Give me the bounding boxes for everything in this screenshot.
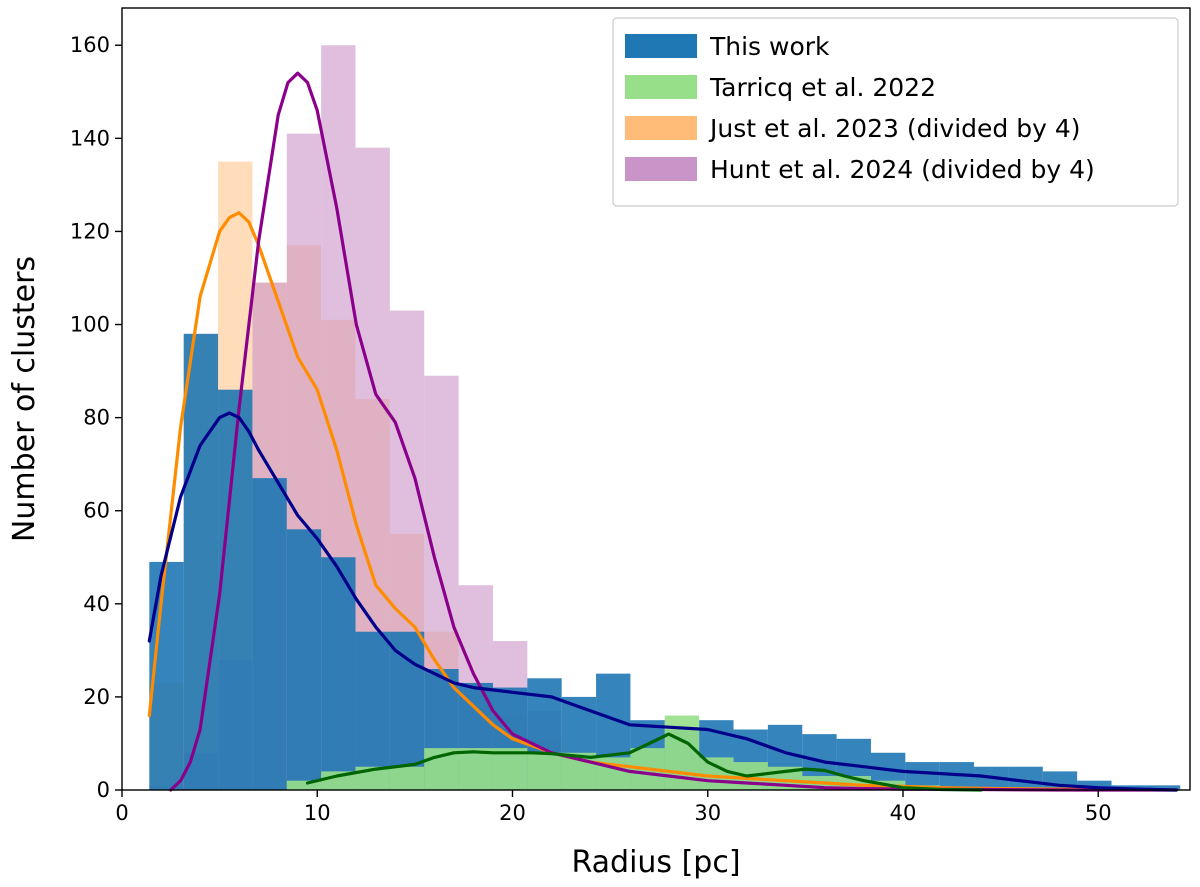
x-tick-label: 30	[694, 801, 721, 825]
kde-curve-3	[305, 732, 983, 792]
kde-curve-2	[147, 411, 1178, 792]
y-tick-label: 80	[83, 406, 110, 430]
histogram-bar	[1145, 785, 1181, 790]
histogram-bar	[1077, 780, 1112, 790]
y-tick-label: 20	[83, 685, 110, 709]
histogram-bar	[527, 752, 562, 790]
histogram-bar	[286, 780, 322, 790]
histogram-bar	[321, 771, 356, 790]
legend-label: Tarricq et al. 2022	[709, 73, 936, 102]
legend-label: Just et al. 2023 (divided by 4)	[708, 114, 1081, 143]
legend-entry: Hunt et al. 2024 (divided by 4)	[625, 155, 1095, 184]
y-tick-label: 140	[70, 126, 110, 150]
histogram-bar	[1008, 766, 1043, 790]
legend-swatch	[625, 116, 697, 140]
histogram-bar	[389, 766, 425, 790]
y-axis-title: Number of clusters	[7, 256, 42, 542]
y-tick-label: 120	[70, 219, 110, 243]
kde-curve-1	[169, 71, 1178, 792]
legend-box	[612, 17, 1179, 207]
y-tick-label: 0	[97, 778, 110, 802]
kde-curves	[147, 71, 1178, 792]
legend-entry: Just et al. 2023 (divided by 4)	[625, 114, 1081, 143]
histogram-bar	[492, 748, 528, 790]
legend: This work Tarricq et al. 2022 Just et al. …	[612, 17, 1179, 207]
y-tick-label: 160	[70, 33, 110, 57]
legend-label: This work	[709, 32, 830, 61]
legend-swatch	[625, 75, 697, 99]
y-axis-ticks: 0 20 40 60 80 100 120 140 160	[70, 33, 122, 802]
x-tick-label: 0	[115, 801, 128, 825]
x-tick-label: 50	[1085, 801, 1112, 825]
histogram-bar	[321, 557, 356, 790]
legend-entry: Tarricq et al. 2022	[625, 73, 936, 102]
x-tick-label: 10	[304, 801, 331, 825]
kde-curve-0	[147, 211, 1178, 792]
histogram-bar	[252, 478, 287, 790]
y-tick-label: 100	[70, 313, 110, 337]
x-axis-ticks: 0 10 20 30 40 50	[115, 790, 1112, 825]
x-tick-label: 20	[499, 801, 526, 825]
x-tick-label: 40	[890, 801, 917, 825]
histogram-bars	[149, 45, 1181, 791]
x-axis-title: Radius [pc]	[571, 845, 740, 880]
histogram-bar	[355, 631, 390, 790]
histogram-bar	[286, 529, 322, 790]
legend-label: Hunt et al. 2024 (divided by 4)	[710, 155, 1095, 184]
histogram-bar	[699, 757, 734, 790]
legend-swatch	[625, 34, 697, 58]
y-tick-label: 40	[83, 592, 110, 616]
legend-entry: This work	[625, 32, 830, 61]
histogram-bar	[458, 748, 493, 790]
legend-swatch	[625, 157, 697, 181]
y-tick-label: 60	[83, 499, 110, 523]
plot-frame	[121, 7, 1191, 791]
